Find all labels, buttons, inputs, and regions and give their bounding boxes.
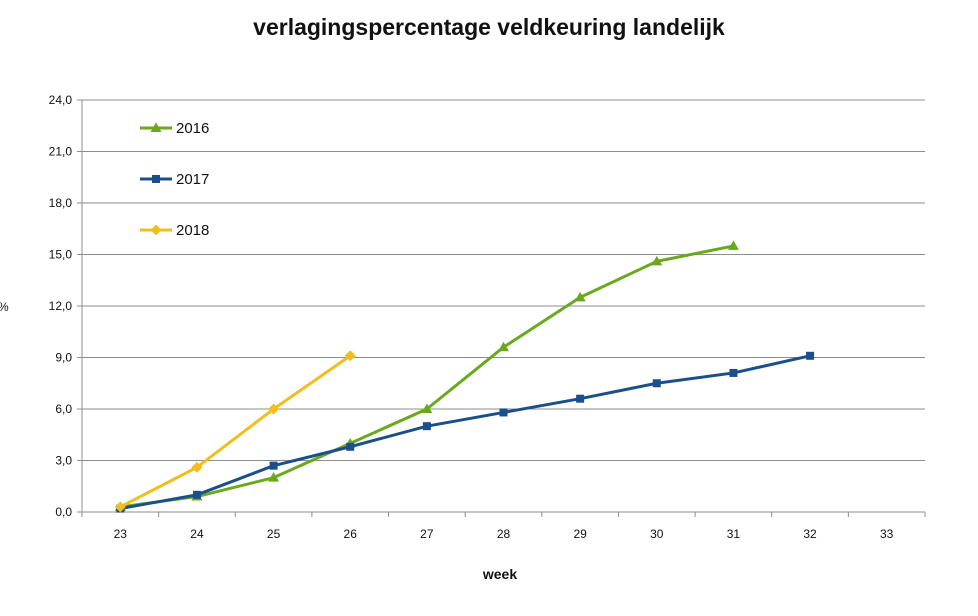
x-tick-label: 33 [880, 527, 894, 541]
series-2018 [114, 350, 356, 513]
legend-label: 2018 [176, 222, 209, 239]
y-tick-label: 12,0 [49, 299, 73, 313]
data-point [268, 472, 280, 482]
legend-label: 2017 [176, 171, 209, 188]
data-point [651, 255, 663, 266]
chart-title: verlagingspercentage veldkeuring landeli… [253, 14, 725, 40]
y-axis-label: % [0, 300, 9, 314]
legend-item-2017: 2017 [140, 171, 209, 188]
legend-item-2018: 2018 [140, 222, 209, 239]
y-tick-label: 6,0 [55, 402, 72, 416]
series-group [114, 240, 815, 513]
y-tick-label: 15,0 [49, 248, 73, 262]
data-point [268, 403, 280, 415]
y-tick-label: 0,0 [55, 505, 72, 519]
x-tick-label: 28 [497, 527, 511, 541]
data-point [729, 368, 738, 377]
data-point [574, 291, 586, 302]
legend-marker [150, 122, 162, 132]
x-axis-label: week [482, 566, 518, 582]
data-point [422, 422, 431, 431]
y-tick-label: 18,0 [49, 196, 73, 210]
data-point [652, 379, 661, 388]
data-point [499, 408, 508, 417]
series-line-2018 [119, 354, 352, 509]
y-tick-label: 3,0 [55, 454, 72, 468]
data-point [269, 461, 278, 470]
y-tick-label: 9,0 [55, 351, 72, 365]
x-tick-label: 30 [650, 527, 664, 541]
y-tick-label: 21,0 [49, 145, 73, 159]
legend: 2016 2017 2018 [140, 120, 209, 239]
axes: 0,0 3,0 6,0 9,0 12,0 15,0 18,0 21,0 24,0 23 24 25 26… [49, 93, 926, 541]
x-tick-label: 26 [344, 527, 358, 541]
legend-label: 2016 [176, 120, 209, 137]
data-point [346, 442, 355, 451]
data-point [806, 351, 815, 360]
x-tick-label: 23 [114, 527, 128, 541]
data-point [421, 403, 433, 413]
legend-marker [152, 175, 160, 183]
data-point [498, 341, 509, 352]
series-line-2016 [120, 244, 734, 509]
data-point [114, 501, 126, 513]
x-tick-label: 27 [420, 527, 434, 541]
gridlines [82, 99, 925, 461]
y-tick-label: 24,0 [49, 93, 73, 107]
x-tick-label: 25 [267, 527, 281, 541]
series-2016 [114, 240, 739, 511]
data-point [192, 490, 201, 499]
legend-item-2016: 2016 [140, 120, 209, 137]
series-line-2017 [120, 354, 811, 511]
x-tick-label: 24 [190, 527, 204, 541]
x-tick-label: 32 [803, 527, 817, 541]
data-point [191, 461, 203, 473]
x-tick-label: 31 [727, 527, 741, 541]
data-point [576, 394, 585, 403]
series-2017 [116, 351, 815, 513]
data-point [727, 240, 739, 250]
legend-marker [150, 224, 162, 236]
data-point [344, 350, 356, 362]
x-tick-label: 29 [573, 527, 587, 541]
